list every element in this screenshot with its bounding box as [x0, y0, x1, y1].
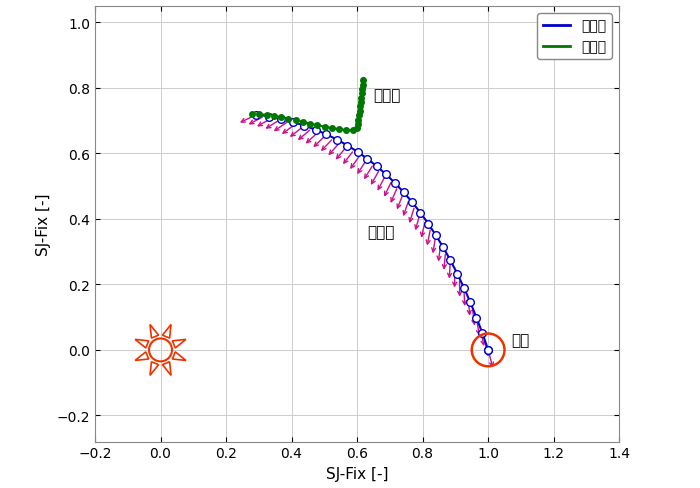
Text: 小惑星: 小惑星 — [374, 88, 401, 102]
Text: 探査機: 探査機 — [367, 225, 394, 240]
Y-axis label: SJ-Fix [-]: SJ-Fix [-] — [36, 193, 51, 256]
Legend: 探査機, 小惑星: 探査機, 小惑星 — [537, 14, 612, 60]
X-axis label: SJ-Fix [-]: SJ-Fix [-] — [326, 466, 388, 481]
Text: 木星: 木星 — [511, 333, 529, 348]
